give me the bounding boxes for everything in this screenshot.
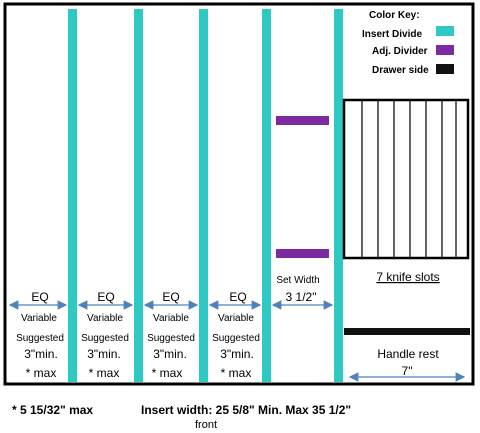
suggested-label: Suggested [16,333,64,344]
color-key-adj-swatch [436,45,454,55]
knife-block-outline [342,98,470,260]
handle-rest-bar [344,328,470,335]
color-key-insert-label: Insert Divide [362,29,422,40]
variable-label: Variable [153,313,189,324]
min-label: 3"min. [24,347,58,361]
insert-divider [262,9,271,382]
insert-divider [134,9,143,382]
compartment-1-labels: EQ Variable Suggested 3"min. * max [16,290,64,380]
color-key: Color Key: Insert Divide Adj. Divider Dr… [362,10,454,76]
handle-rest-width: 7" [402,364,413,378]
suggested-label: Suggested [81,333,129,344]
max-note: * 5 15/32" max [12,403,94,417]
color-key-drawer-label: Drawer side [372,65,429,76]
variable-label: Variable [218,313,254,324]
suggested-label: Suggested [212,333,260,344]
eq-label: EQ [229,290,246,304]
min-label: 3"min. [153,347,187,361]
front-label: front [195,419,218,431]
max-label: * max [221,366,252,380]
variable-label: Variable [87,313,123,324]
set-width-value: 3 1/2" [286,290,317,304]
compartment-2-labels: EQ Variable Suggested 3"min. * max [81,290,129,380]
variable-label: Variable [21,313,57,324]
insert-dividers [68,9,343,382]
color-key-drawer-swatch [436,64,454,74]
insert-divider [199,9,208,382]
compartment-4-labels: EQ Variable Suggested 3"min. * max [212,290,260,380]
eq-label: EQ [97,290,114,304]
insert-divider [68,9,77,382]
max-label: * max [26,366,57,380]
adj-divider-top [276,116,329,125]
min-label: 3"min. [220,347,254,361]
color-key-insert-swatch [436,26,454,36]
min-label: 3"min. [87,347,121,361]
knife-block [342,98,470,260]
handle-rest-label: Handle rest [377,347,439,361]
set-width-label: Set Width [276,275,319,286]
knife-slots-label: 7 knife slots [376,270,439,284]
suggested-label: Suggested [147,333,195,344]
max-label: * max [89,366,120,380]
insert-width-note: Insert width: 25 5/8" Min. Max 35 1/2" [141,403,352,417]
compartment-3-labels: EQ Variable Suggested 3"min. * max [147,290,195,380]
color-key-title: Color Key: [369,10,420,21]
max-label: * max [152,366,183,380]
eq-label: EQ [31,290,48,304]
insert-divider [334,9,343,382]
color-key-adj-label: Adj. Divider [372,46,428,57]
adj-divider-bottom [276,249,329,258]
eq-label: EQ [162,290,179,304]
